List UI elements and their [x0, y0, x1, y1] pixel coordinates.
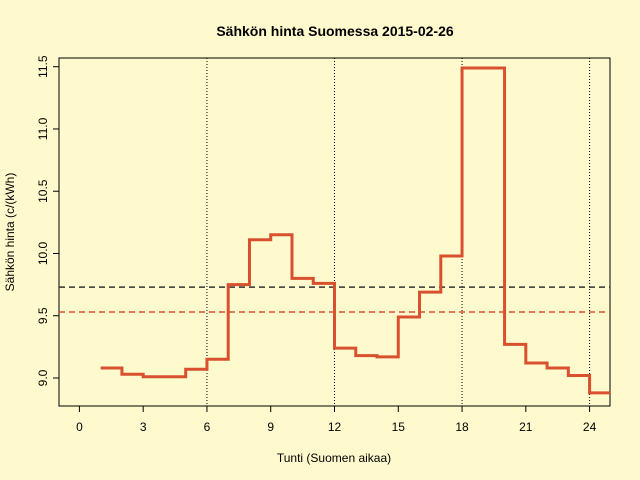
- y-axis-label: Sähkön hinta (c/(kWh): [3, 173, 17, 292]
- y-tick-label: 9.5: [36, 307, 50, 324]
- x-tick-label: 15: [392, 420, 406, 434]
- x-tick-label: 3: [140, 420, 147, 434]
- x-tick-label: 6: [204, 420, 211, 434]
- y-tick-label: 11.0: [36, 117, 50, 140]
- y-tick-label: 11.5: [36, 55, 50, 78]
- x-tick-label: 9: [267, 420, 274, 434]
- chart-title: Sähkön hinta Suomessa 2015-02-26: [216, 23, 454, 39]
- x-tick-label: 21: [519, 420, 533, 434]
- y-tick-label: 10.0: [36, 241, 50, 265]
- y-tick-label: 10.5: [36, 179, 50, 203]
- y-tick-label: 9.0: [36, 369, 50, 386]
- x-tick-label: 18: [455, 420, 469, 434]
- x-tick-label: 0: [76, 420, 83, 434]
- x-tick-label: 12: [328, 420, 342, 434]
- x-tick-label: 24: [583, 420, 597, 434]
- step-line: [100, 66, 610, 395]
- x-axis-label: Tunti (Suomen aikaa): [277, 451, 391, 465]
